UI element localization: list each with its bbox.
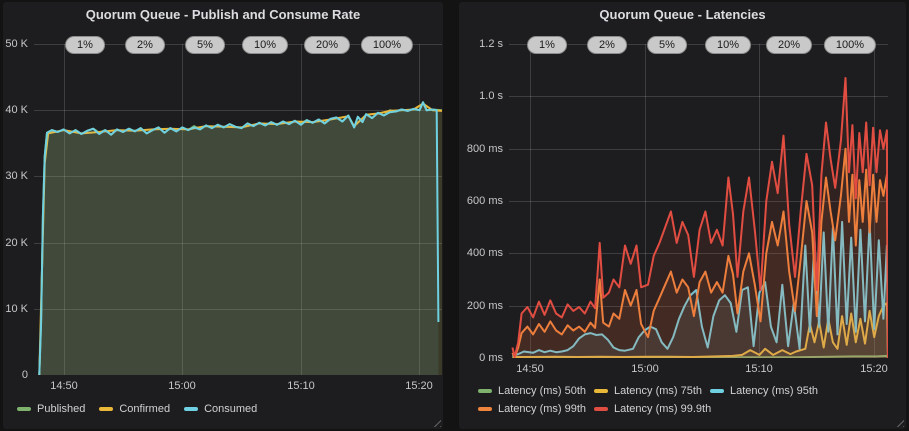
legend-label: Latency (ms) 95th <box>730 385 819 397</box>
x-axis-label: 14:50 <box>50 380 78 392</box>
y-axis-label: 0 ms <box>479 352 503 364</box>
y-axis-label: 20 K <box>5 236 28 249</box>
y-axis-label: 1.0 s <box>479 90 503 103</box>
legend-swatch <box>710 389 724 393</box>
chart-canvas <box>509 44 888 358</box>
x-axis-label: 15:20 <box>860 363 888 375</box>
series-line-latency-ms-75th <box>512 302 888 358</box>
annotation-badge-100[interactable]: 100% <box>360 36 414 54</box>
legend-swatch <box>184 407 199 411</box>
series-fill-confirmed <box>39 103 442 375</box>
legend-item-consumed[interactable]: Consumed <box>184 403 257 415</box>
legend: Published Confirmed Consumed <box>17 403 257 415</box>
panel-publish-consume-rate: Quorum Queue - Publish and Consume Rate … <box>3 2 443 429</box>
y-axis: 0 10 K 20 K 30 K 40 K 50 K <box>3 38 28 381</box>
legend-item-published[interactable]: Published <box>17 403 85 415</box>
y-axis-label: 50 K <box>5 38 28 50</box>
series-line-consumed <box>38 101 440 375</box>
x-axis: 14:50 15:00 15:10 15:20 <box>509 363 888 377</box>
legend-swatch <box>17 407 31 411</box>
series-fill-latency-ms-75th <box>512 303 888 358</box>
annotation-badge-20[interactable]: 20% <box>765 36 813 54</box>
panel-resize-handle[interactable] <box>895 418 904 427</box>
x-axis-label: 14:50 <box>516 363 544 375</box>
series-line-latency-ms-99th <box>511 147 888 358</box>
y-axis-label: 40 K <box>5 104 28 117</box>
x-axis-label: 15:00 <box>631 363 659 375</box>
x-axis-label: 15:10 <box>287 380 315 392</box>
chart-plot[interactable] <box>34 44 442 375</box>
legend-label: Latency (ms) 50th <box>498 385 587 397</box>
legend-swatch <box>478 407 492 411</box>
y-axis-label: 600 ms <box>466 195 503 207</box>
y-axis-label: 1.2 s <box>479 38 503 50</box>
legend-label: Latency (ms) 75th <box>614 385 703 397</box>
y-axis: 0 ms 200 ms 400 ms 600 ms 800 ms 1.0 s 1.2 s <box>459 38 503 364</box>
annotation-badge-2[interactable]: 2% <box>587 36 627 54</box>
panel-title[interactable]: Quorum Queue - Publish and Consume Rate <box>85 7 361 22</box>
annotation-badge-5[interactable]: 5% <box>647 36 687 54</box>
panel-title[interactable]: Quorum Queue - Latencies <box>599 7 766 22</box>
x-axis-label: 15:20 <box>405 380 433 392</box>
legend-label: Published <box>37 403 86 415</box>
legend-item-latency-ms-75th[interactable]: Latency (ms) 75th <box>594 385 708 397</box>
y-axis-label: 800 ms <box>466 142 503 155</box>
series-line-latency-ms-95th <box>512 220 888 358</box>
annotation-badge-5[interactable]: 5% <box>185 36 225 54</box>
legend-swatch <box>594 389 608 393</box>
x-axis-label: 15:00 <box>168 380 196 392</box>
chart-canvas <box>34 44 442 375</box>
legend-item-latency-ms-99-9th[interactable]: Latency (ms) 99.9th <box>594 403 712 415</box>
legend-label: Latency (ms) 99th <box>498 403 587 415</box>
y-axis-label: 400 ms <box>466 247 503 260</box>
legend: Latency (ms) 50th Latency (ms) 75th Latenc… <box>478 385 818 415</box>
annotation-badge-2[interactable]: 2% <box>125 36 165 54</box>
legend-swatch <box>594 407 608 411</box>
series-fill-published <box>39 102 442 375</box>
legend-item-confirmed[interactable]: Confirmed <box>99 403 170 415</box>
y-axis-label: 0 <box>21 369 28 381</box>
y-axis-label: 10 K <box>5 302 28 315</box>
legend-label: Confirmed <box>119 403 171 415</box>
legend-item-latency-ms-99th[interactable]: Latency (ms) 99th <box>478 403 592 415</box>
legend-item-latency-ms-50th[interactable]: Latency (ms) 50th <box>478 385 592 397</box>
legend-item-latency-ms-95th[interactable]: Latency (ms) 95th <box>710 385 818 397</box>
annotation-badge-100[interactable]: 100% <box>823 36 877 54</box>
x-axis: 14:50 15:00 15:10 15:20 <box>34 380 442 394</box>
panel-resize-handle[interactable] <box>432 418 441 427</box>
legend-swatch <box>478 389 492 393</box>
series-fill-consumed <box>39 102 439 375</box>
series-line-latency-ms-99-9th <box>511 77 888 358</box>
y-axis-label: 30 K <box>5 170 28 183</box>
series-fill-latency-ms-95th <box>512 221 888 358</box>
y-axis-label: 200 ms <box>466 299 503 312</box>
legend-swatch <box>99 407 114 411</box>
legend-label: Consumed <box>204 403 258 415</box>
annotation-badge-1[interactable]: 1% <box>65 36 105 54</box>
legend-label: Latency (ms) 99.9th <box>614 403 712 415</box>
annotation-badge-1[interactable]: 1% <box>527 36 567 54</box>
annotation-badge-20[interactable]: 20% <box>303 36 351 54</box>
annotation-badge-10[interactable]: 10% <box>241 36 289 54</box>
panel-latencies: Quorum Queue - Latencies 0 ms 200 ms 400 m… <box>459 2 906 429</box>
series-fill-latency-ms-99-9th <box>512 78 888 358</box>
annotation-badge-10[interactable]: 10% <box>704 36 752 54</box>
x-axis-label: 15:10 <box>745 363 773 375</box>
chart-plot[interactable] <box>509 44 888 358</box>
